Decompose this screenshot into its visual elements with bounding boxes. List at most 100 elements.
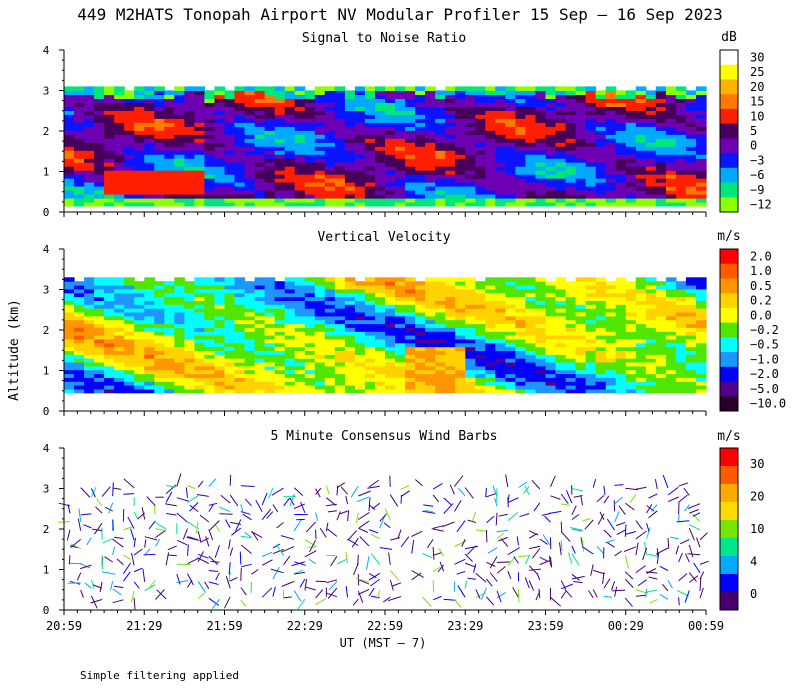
heatmap-cell: [344, 319, 356, 325]
heatmap-cell: [284, 110, 296, 115]
wind-barb: [153, 503, 156, 515]
heatmap-cell: [395, 102, 406, 107]
wind-barb: [347, 510, 350, 522]
wind-barb: [662, 583, 669, 592]
heatmap-cell: [214, 373, 226, 378]
figure-title: 449 M2HATS Tonopah Airport NV Modular Pr…: [77, 5, 722, 24]
wind-barb: [68, 555, 71, 565]
heatmap-cell: [274, 288, 286, 294]
heatmap-cell: [545, 331, 557, 336]
heatmap-cell: [334, 388, 346, 394]
heatmap-cell: [575, 381, 587, 386]
heatmap-cell: [615, 319, 627, 325]
heatmap-cell: [395, 342, 406, 348]
heatmap-cell: [314, 154, 326, 159]
heatmap-cell: [244, 102, 256, 107]
wind-barb: [214, 545, 220, 558]
heatmap-cell: [375, 292, 386, 298]
wind-barb: [614, 496, 624, 505]
heatmap-cell: [485, 186, 496, 191]
heatmap-cell: [405, 182, 416, 187]
heatmap-cell: [595, 377, 607, 382]
heatmap-cell: [274, 346, 286, 351]
heatmap-cell: [184, 142, 195, 147]
heatmap-cell: [665, 323, 677, 328]
heatmap-cell: [696, 126, 707, 131]
heatmap-cell: [284, 323, 296, 328]
heatmap-cell: [455, 194, 466, 199]
heatmap-cell: [555, 292, 567, 298]
heatmap-cell: [565, 281, 577, 286]
heatmap-cell: [535, 277, 547, 282]
wind-barb: [86, 537, 92, 546]
heatmap-cell: [605, 150, 617, 155]
heatmap-cell: [224, 98, 236, 103]
heatmap-cell: [154, 350, 165, 355]
heatmap-cell: [655, 281, 667, 286]
heatmap-cell: [495, 342, 506, 348]
heatmap-cell: [515, 154, 526, 159]
heatmap-cell: [455, 158, 466, 163]
heatmap-cell: [425, 304, 436, 309]
heatmap-cell: [314, 126, 326, 131]
heatmap-cell: [124, 94, 135, 99]
heatmap-cell: [184, 150, 195, 155]
heatmap-cell: [475, 338, 486, 344]
wind-barb: [112, 538, 124, 548]
heatmap-cell: [274, 319, 286, 325]
heatmap-cell: [194, 331, 205, 336]
heatmap-cell: [495, 369, 506, 375]
heatmap-cell: [284, 186, 296, 191]
heatmap-cell: [264, 277, 276, 282]
heatmap-cell: [304, 194, 316, 199]
wind-barb: [475, 529, 488, 532]
heatmap-cell: [294, 166, 306, 171]
heatmap-cell: [64, 182, 75, 187]
heatmap-cell: [515, 362, 526, 367]
heatmap-cell: [425, 86, 436, 91]
heatmap-cell: [585, 365, 597, 371]
wind-barb: [270, 568, 284, 574]
heatmap-cell: [214, 118, 226, 123]
heatmap-cell: [385, 198, 396, 203]
heatmap-cell: [465, 277, 476, 282]
wind-barb: [187, 495, 199, 504]
wind-barb: [325, 522, 329, 532]
heatmap-cell: [555, 331, 567, 336]
heatmap-cell: [615, 377, 627, 382]
heatmap-cell: [515, 342, 526, 348]
heatmap-cell: [375, 385, 386, 390]
wind-barb: [389, 579, 394, 591]
heatmap-cell: [344, 201, 356, 207]
heatmap-cell: [74, 346, 85, 351]
heatmap-cell: [405, 154, 416, 159]
heatmap-cell: [84, 162, 95, 167]
wind-barb: [646, 505, 655, 512]
heatmap-cell: [124, 292, 135, 298]
heatmap-cell: [344, 162, 356, 167]
heatmap-cell: [84, 373, 95, 378]
heatmap-cell: [74, 94, 85, 99]
heatmap-cell: [354, 190, 366, 195]
heatmap-cell: [354, 388, 366, 394]
heatmap-cell: [625, 381, 637, 386]
heatmap-cell: [696, 288, 707, 294]
heatmap-cell: [385, 369, 396, 375]
wind-barb: [614, 550, 622, 557]
heatmap-cell: [645, 369, 657, 375]
heatmap-cell: [104, 198, 115, 203]
heatmap-cell: [635, 331, 647, 336]
heatmap-cell: [314, 146, 326, 151]
heatmap-cell: [204, 388, 215, 394]
heatmap-cell: [525, 186, 536, 191]
heatmap-cell: [525, 146, 536, 151]
heatmap-cell: [535, 388, 547, 394]
heatmap-cell: [465, 110, 476, 115]
heatmap-cell: [304, 362, 316, 367]
heatmap-cell: [475, 102, 486, 107]
heatmap-cell: [645, 323, 657, 328]
heatmap-cell: [405, 114, 416, 119]
heatmap-cell: [184, 335, 195, 340]
heatmap-cell: [685, 277, 697, 282]
